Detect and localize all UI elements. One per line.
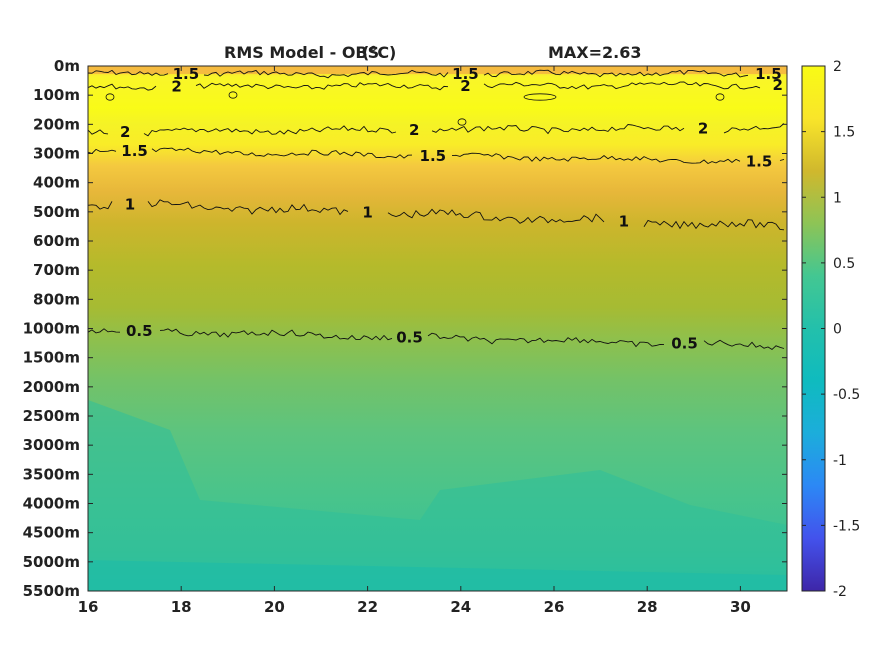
- contour-blob: [457, 118, 467, 126]
- contour-label: 2: [698, 119, 708, 137]
- contour-line: [88, 147, 785, 165]
- x-tick-label: 20: [264, 598, 285, 616]
- colorbar-tick-label: 1: [833, 190, 842, 206]
- colorbar-tick-label: -1: [833, 453, 847, 469]
- colorbar-tick-label: -2: [833, 584, 847, 600]
- contour-line: [88, 123, 785, 137]
- colorbar-tick-label: 2: [833, 59, 842, 75]
- contour-lines: [88, 69, 785, 350]
- x-tick-label: 16: [78, 598, 99, 616]
- y-tick-label: 4000m: [23, 495, 80, 513]
- contour-label: 1.5: [755, 65, 782, 83]
- contour-labels: 1.5 1.5 1.52 2 22 2 21.5 1.5 1.51 1 10.5 0.5 0.5: [120, 65, 783, 353]
- y-tick-label: 3000m: [23, 436, 80, 454]
- contour-label: 2: [409, 121, 419, 139]
- y-tick-label: 5500m: [23, 582, 80, 600]
- x-tick-label: 26: [544, 598, 565, 616]
- colorbar-tick-label: 0: [833, 322, 842, 338]
- y-tick-label: 2500m: [23, 407, 80, 425]
- y-tick-label: 1500m: [23, 349, 80, 367]
- contour-label: 1: [125, 195, 135, 213]
- y-tick-label: 1000m: [23, 320, 80, 338]
- contour-blob: [228, 91, 238, 99]
- deep-water-shading: [88, 66, 787, 591]
- contour-label: 2: [171, 78, 181, 96]
- y-axis-ticks: 0m 100m 200m 300m 400m 500m 600m 700m 800m 1000m 1…: [23, 57, 787, 600]
- y-tick-label: 500m: [33, 203, 80, 221]
- contour-blob: [105, 93, 115, 101]
- y-tick-label: 3500m: [23, 465, 80, 483]
- x-tick-label: 24: [450, 598, 471, 616]
- contour-blob: [715, 93, 725, 101]
- contour-blob: [523, 93, 557, 101]
- x-axis-ticks: 16 18 20 22 24 26 28 30: [78, 66, 751, 616]
- y-tick-label: 800m: [33, 290, 80, 308]
- contour-line: [88, 328, 785, 350]
- contour-label: 0.5: [126, 322, 153, 340]
- contour-line: [88, 199, 785, 231]
- y-tick-label: 300m: [33, 145, 80, 163]
- chart-title: RMS Model - OBS: [224, 43, 379, 62]
- contour-label: 2: [120, 123, 130, 141]
- contour-line: [88, 81, 761, 91]
- x-tick-label: 28: [637, 598, 658, 616]
- y-tick-label: 0m: [54, 57, 80, 75]
- contour-label: 1: [619, 212, 629, 230]
- contour-label: 1.5: [452, 65, 479, 83]
- colorbar-tick-label: -1.5: [833, 518, 860, 534]
- y-tick-label: 5000m: [23, 553, 80, 571]
- contour-label: 1.5: [746, 153, 773, 171]
- y-tick-label: 600m: [33, 232, 80, 250]
- contour-line: [88, 69, 749, 79]
- contour-label: 1.5: [173, 65, 200, 83]
- chart-title-unit: (°C): [362, 43, 396, 62]
- contour-label: 2: [772, 76, 782, 94]
- colorbar-tick-label: 1.5: [833, 125, 855, 141]
- contour-label: 2: [460, 77, 470, 95]
- colorbar-tick-label: -0.5: [833, 387, 860, 403]
- y-tick-label: 100m: [33, 86, 80, 104]
- contour-label: 0.5: [671, 335, 698, 353]
- y-tick-label: 700m: [33, 261, 80, 279]
- contour-label: 0.5: [396, 328, 423, 346]
- colorbar-tick-label: 0.5: [833, 256, 855, 272]
- contour-label: 1: [362, 204, 372, 222]
- contour-label: 1.5: [121, 142, 148, 160]
- contour-label: 1.5: [420, 147, 447, 165]
- x-tick-label: 22: [357, 598, 378, 616]
- colorbar-ticks: 2 1.5 1 0.5 0 -0.5 -1 -1.5 -2: [802, 59, 860, 600]
- y-tick-label: 4500m: [23, 524, 80, 542]
- y-tick-label: 400m: [33, 174, 80, 192]
- y-tick-label: 200m: [33, 115, 80, 133]
- x-tick-label: 30: [730, 598, 751, 616]
- y-tick-label: 2000m: [23, 378, 80, 396]
- max-value-label: MAX=2.63: [548, 43, 642, 62]
- x-tick-label: 18: [171, 598, 192, 616]
